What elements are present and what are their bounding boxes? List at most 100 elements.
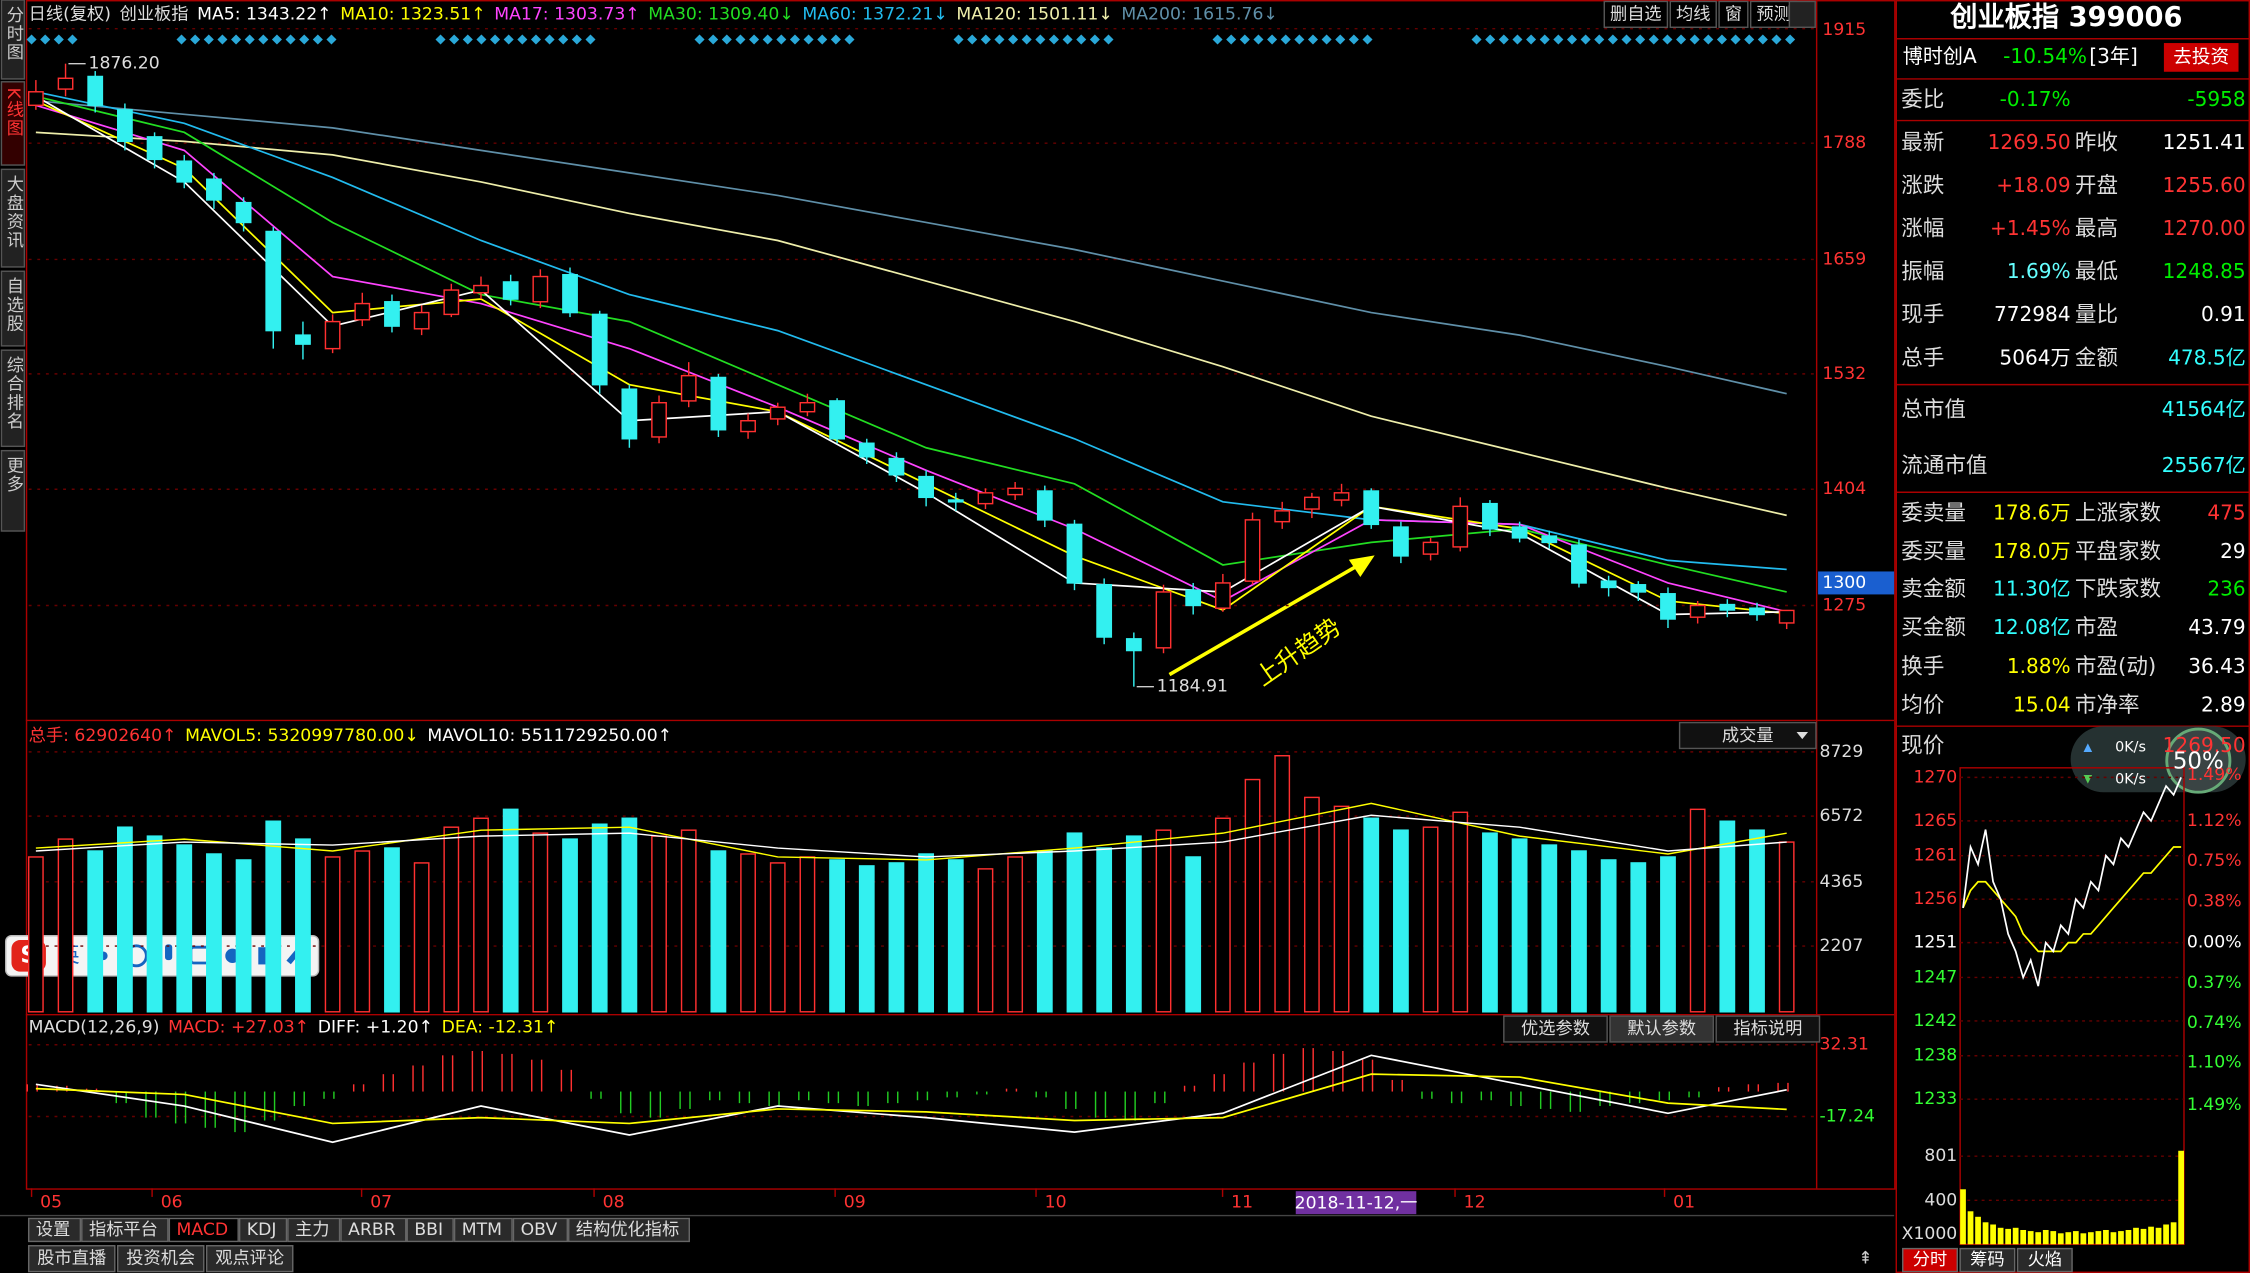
toolbar-button[interactable]: 删自选 <box>1610 4 1662 24</box>
volume-bar <box>651 835 667 1013</box>
volume-ma-line <box>35 814 1787 858</box>
intraday-volume <box>2065 1232 2072 1245</box>
indicator-button-label[interactable]: 指标说明 <box>1733 1019 1802 1039</box>
widget-percent: 50% <box>2173 749 2224 775</box>
indicator-tab[interactable]: MACD <box>177 1220 229 1240</box>
intraday-tab-label[interactable]: 分时 <box>1913 1250 1947 1270</box>
candle-body <box>265 230 282 332</box>
quote-label: 委比 <box>1901 87 1944 112</box>
indicator-tab-frame <box>287 1217 341 1243</box>
side-tab[interactable] <box>0 449 26 532</box>
month-label: 09 <box>844 1193 866 1213</box>
side-tab[interactable] <box>0 168 26 268</box>
side-tab[interactable] <box>0 81 26 166</box>
quote-label: 开盘 <box>2075 174 2118 199</box>
toolbar-button[interactable]: 窗 <box>1725 4 1742 24</box>
quote-value: 36.43 <box>2188 654 2245 678</box>
toolbar-frame <box>1669 0 1717 28</box>
intraday-tab-label[interactable]: 筹码 <box>1970 1250 2004 1270</box>
indicator-button-label[interactable]: 优选参数 <box>1521 1019 1590 1039</box>
legend-item: DEA: -12.31↑ <box>442 1018 559 1038</box>
quote-label: 现手 <box>1901 303 1944 328</box>
side-tab-label[interactable]: 分时图 <box>3 6 24 62</box>
candle-body <box>1363 490 1380 526</box>
intraday-volume <box>2035 1232 2042 1245</box>
indicator-button-label[interactable]: 默认参数 <box>1627 1019 1696 1039</box>
footer-tab[interactable]: 观点评论 <box>215 1249 284 1269</box>
rate-label: 0K/s <box>2115 740 2146 756</box>
volume-bar <box>384 847 400 1013</box>
candle-body <box>1244 519 1261 582</box>
indicator-tab[interactable]: 结构优化指标 <box>576 1220 679 1240</box>
volume-bar <box>1719 820 1736 1013</box>
candle-body <box>1333 492 1350 501</box>
footer-tab[interactable]: 投资机会 <box>126 1249 195 1269</box>
footer-tab[interactable]: 股市直播 <box>37 1249 106 1269</box>
legend-item: DIFF: +1.20↑ <box>318 1018 433 1038</box>
volume-bar <box>1066 832 1083 1013</box>
candle-body <box>1571 544 1587 584</box>
indicator-tab-frame <box>168 1217 239 1243</box>
indicator-tab[interactable]: KDJ <box>247 1220 277 1240</box>
signal-diamond <box>258 34 269 45</box>
cursor-price-box <box>1818 571 1895 595</box>
quote-value: 1269.50 <box>1988 130 2071 154</box>
side-tab[interactable] <box>0 0 26 80</box>
side-tab-label[interactable]: 大盘资讯 <box>3 175 24 250</box>
trend-arrowhead <box>1348 555 1375 577</box>
intraday-tab[interactable] <box>1959 1247 2016 1273</box>
indicator-button[interactable] <box>1609 1015 1715 1043</box>
candle-body <box>1778 609 1795 624</box>
pct-tick-label: 1.49% <box>2187 765 2242 785</box>
volume-bar <box>977 868 994 1013</box>
indicator-button[interactable] <box>1715 1015 1821 1043</box>
indicator-tab[interactable]: OBV <box>521 1220 558 1240</box>
volume-selector-label[interactable]: 成交量 <box>1722 726 1774 746</box>
candle-body <box>858 442 875 458</box>
side-tab-label[interactable]: K线图 <box>3 88 24 138</box>
quote-label: 涨跌 <box>1901 174 1944 199</box>
quote-label: 现价 <box>1901 733 1944 758</box>
volume-bar <box>769 862 786 1013</box>
footer-tab-frame <box>205 1245 294 1273</box>
vol-tick-label: 801 <box>1924 1146 1957 1166</box>
volume-bar <box>265 820 282 1013</box>
scroll-up[interactable]: ⇞ <box>1858 1249 1872 1269</box>
intraday-tab[interactable] <box>1902 1247 1958 1273</box>
exit-button[interactable] <box>1788 0 1816 28</box>
candle-body <box>443 289 460 316</box>
indicator-button[interactable] <box>1503 1015 1608 1043</box>
indicator-tab[interactable]: 设置 <box>36 1220 70 1240</box>
candle-body <box>829 400 845 440</box>
volume-selector[interactable] <box>1678 721 1817 750</box>
indicator-tab[interactable]: 主力 <box>295 1220 329 1240</box>
side-tab-label[interactable]: 更多 <box>3 456 24 493</box>
side-tab-label[interactable]: 综合排名 <box>3 356 24 431</box>
volume-bar <box>1096 847 1113 1013</box>
indicator-tab[interactable]: MTM <box>462 1220 502 1240</box>
side-tab[interactable] <box>0 270 26 347</box>
side-tab-label[interactable]: 自选股 <box>3 277 24 333</box>
intraday-tab[interactable] <box>2016 1247 2073 1273</box>
quote-label: 市净率 <box>2075 693 2140 718</box>
macd-tick-label: 32.31 <box>1820 1035 1869 1055</box>
quote-label: 量比 <box>2075 303 2118 328</box>
toolbar-button[interactable]: 预测 <box>1756 4 1790 24</box>
indicator-tab[interactable]: ARBR <box>348 1220 396 1240</box>
price-tick-label: 1788 <box>1822 133 1866 153</box>
fund-button[interactable] <box>2163 43 2239 72</box>
toolbar-frame <box>1718 0 1749 28</box>
indicator-tab[interactable]: 指标平台 <box>89 1220 158 1240</box>
toolbar-button[interactable]: 均线 <box>1676 4 1710 24</box>
candle-body <box>235 201 252 224</box>
side-tab[interactable] <box>0 349 26 448</box>
fund-button-label[interactable]: 去投资 <box>2173 47 2229 68</box>
volume-bar <box>1125 835 1142 1013</box>
intraday-tab-label[interactable]: 火焰 <box>2028 1250 2062 1270</box>
indicator-tab[interactable]: BBI <box>414 1220 443 1240</box>
volume-bar <box>206 853 222 1013</box>
legend-item: MA17: 1303.73↑ <box>494 4 639 24</box>
candle-body <box>1007 487 1024 496</box>
candle-body <box>799 401 816 413</box>
